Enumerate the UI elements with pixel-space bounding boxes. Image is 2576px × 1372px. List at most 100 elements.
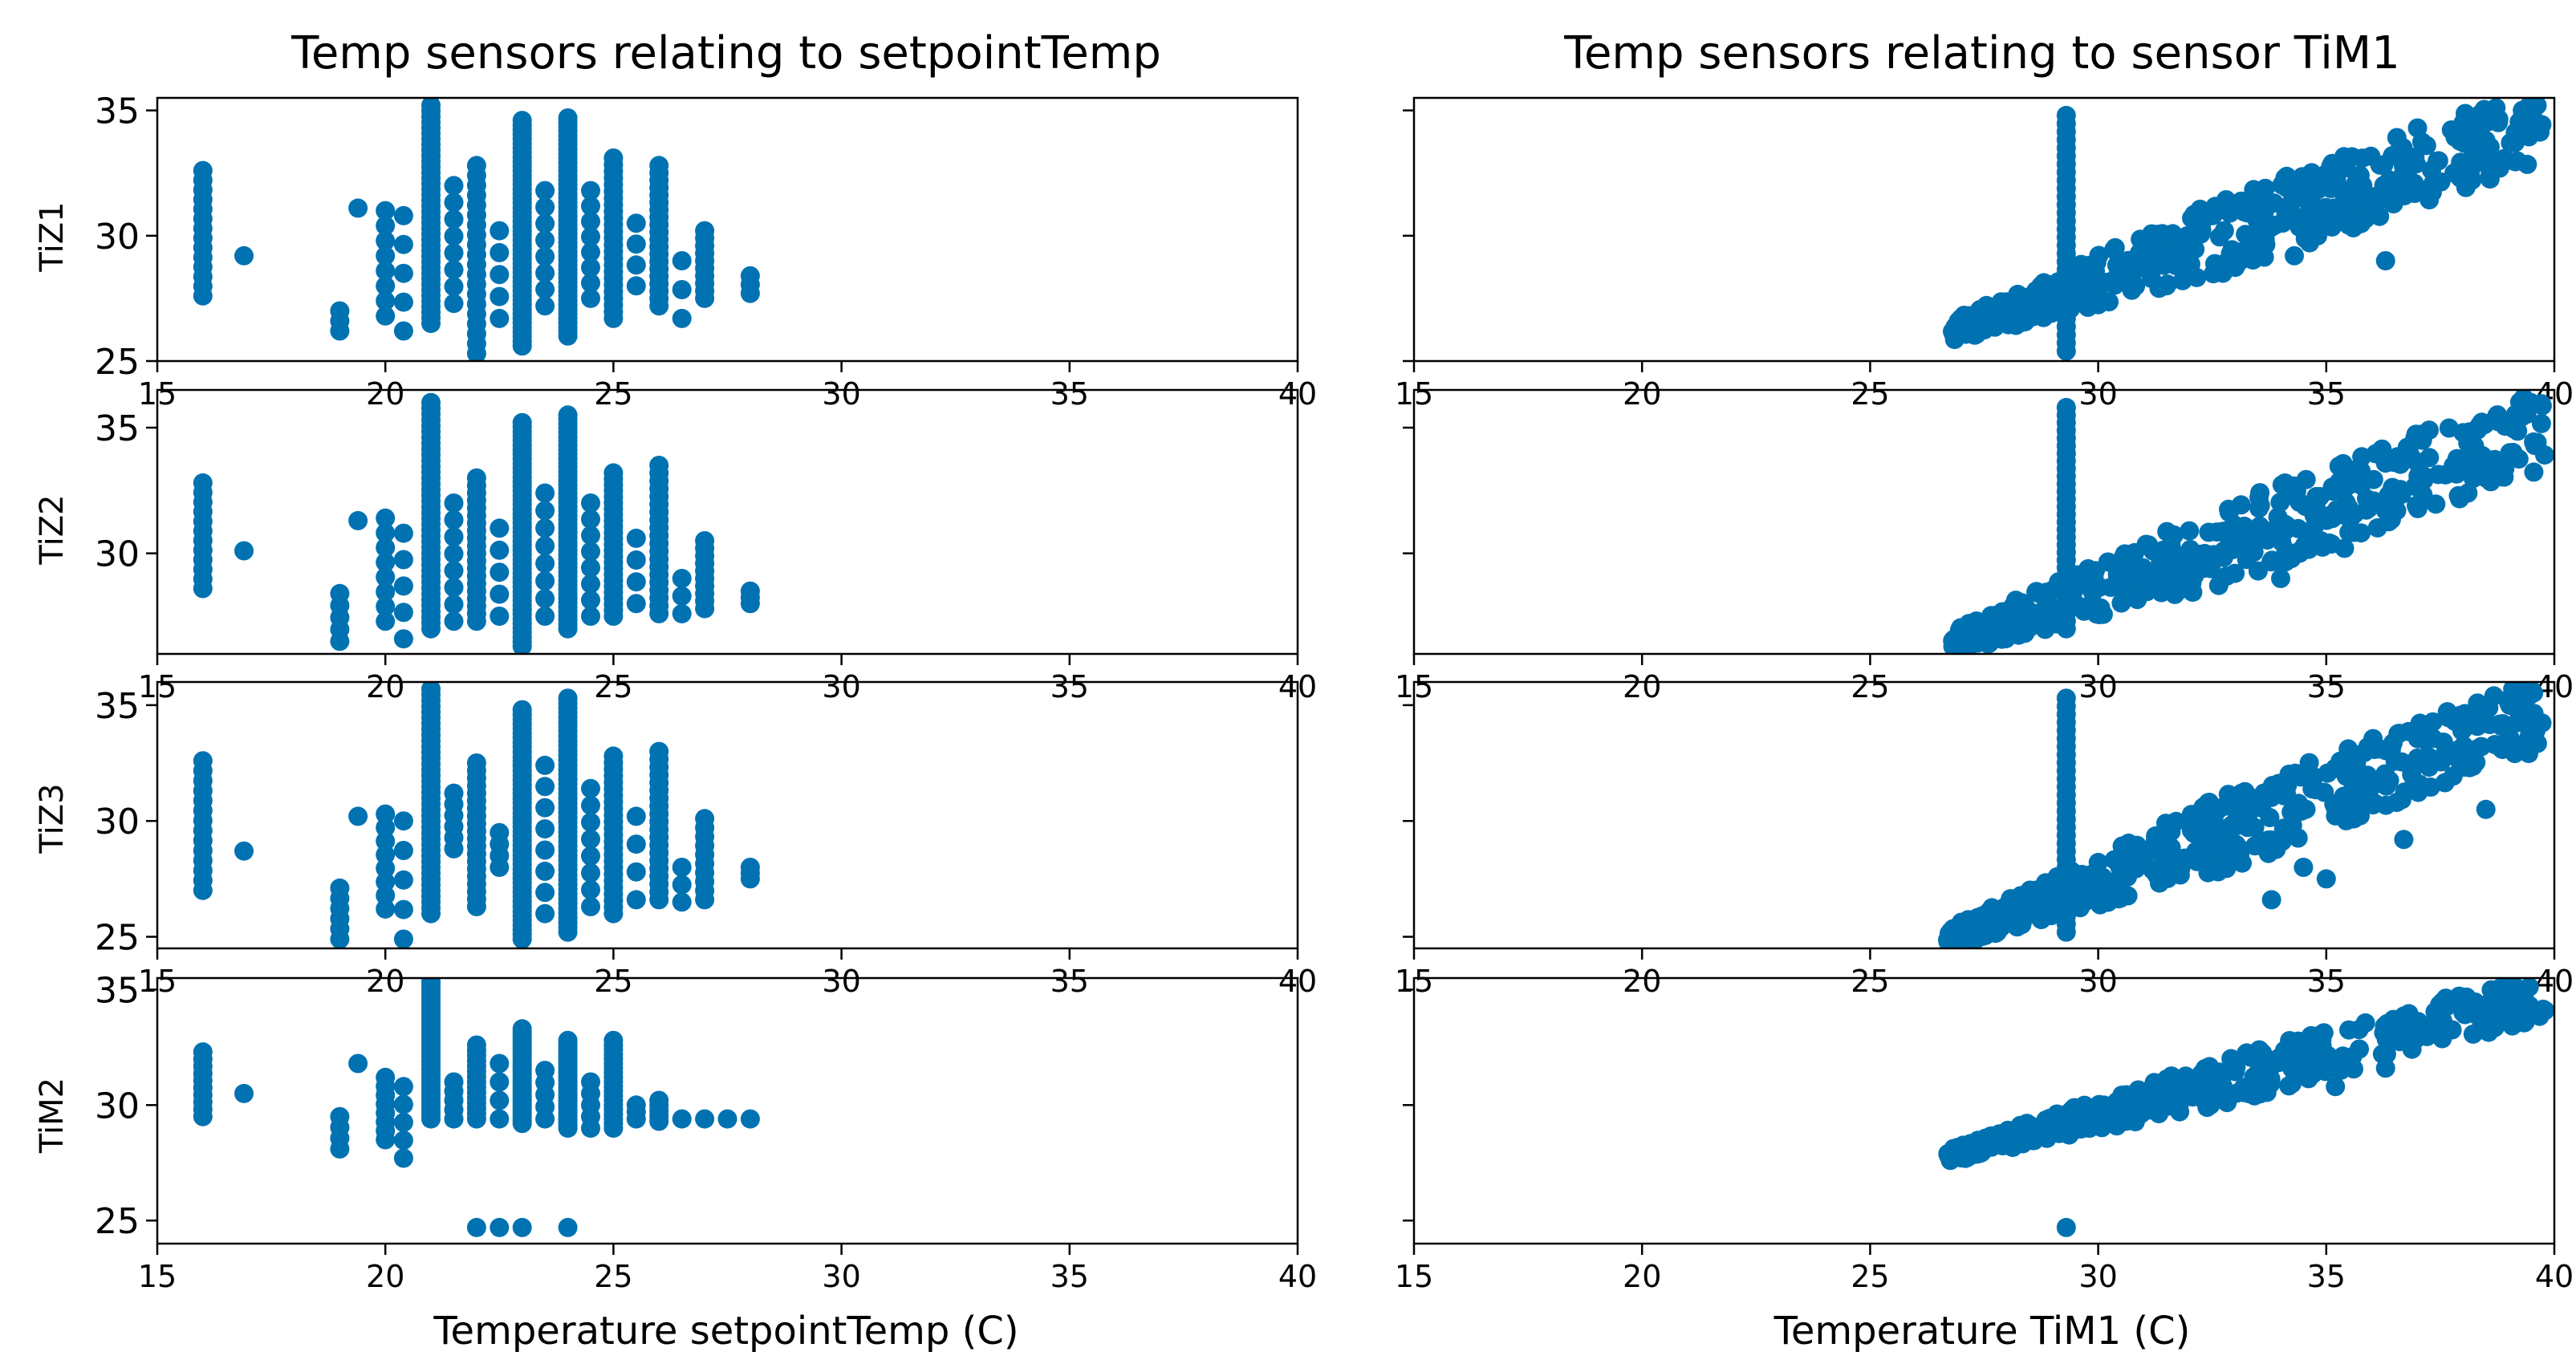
data-point [393,1077,413,1097]
data-point [490,286,510,306]
data-point [2150,566,2170,587]
data-point [2531,413,2551,433]
data-point [2513,405,2533,425]
data-point [466,1035,486,1055]
data-point [2280,204,2300,224]
data-point [2309,211,2329,231]
data-point [2244,542,2264,562]
data-point [490,607,510,626]
data-point [393,292,413,312]
data-point [581,812,600,832]
data-point [376,538,396,558]
data-point [535,777,555,797]
data-point [2377,775,2397,794]
data-point [581,795,600,815]
data-point [444,193,464,213]
data-point [2172,270,2192,290]
data-point [2250,483,2270,503]
data-point [2364,491,2383,511]
data-point [626,862,646,882]
data-point [2192,1064,2212,1084]
data-point [2383,733,2403,753]
data-point [2499,693,2519,712]
data-point [2053,897,2073,917]
data-point [2104,240,2124,260]
data-point [2176,1068,2196,1088]
data-point [376,291,396,311]
data-point [2111,593,2131,613]
data-point [393,205,413,225]
scatter-points [1938,682,2552,948]
data-point [581,1072,600,1092]
data-point [2257,530,2277,550]
data-point [2119,250,2139,270]
data-point [2363,795,2383,815]
data-point [393,234,413,254]
data-point [393,899,413,919]
data-point [393,1112,413,1132]
data-point [2232,812,2251,832]
data-point [376,804,396,824]
y-tick-label: 25 [95,918,140,959]
data-point [348,198,368,218]
data-point [2137,1094,2157,1114]
data-point [535,483,555,503]
y-tick-label: 35 [95,408,140,449]
data-point [376,216,396,236]
data-point [535,755,555,775]
data-point [626,255,646,275]
data-point [2106,1098,2126,1118]
x-tick-label: 25 [1851,376,1889,412]
data-point [717,1109,737,1129]
scatter-points [1943,390,2554,654]
data-point [330,583,350,603]
data-point [1985,923,2005,944]
data-point [2116,1085,2136,1105]
ylabel-tiz2: TiZ2 [34,494,71,565]
data-point [2255,178,2275,198]
data-point [2362,201,2382,221]
data-point [2489,109,2509,129]
data-point [1981,299,2000,319]
data-point [376,831,396,851]
data-point [2083,1114,2103,1134]
data-point [535,840,555,860]
data-point [581,880,600,899]
data-point [1978,634,1998,654]
x-tick-label: 30 [822,1259,860,1294]
data-point [581,242,600,262]
subplot-grid: 25 30 35 15 20 25 30 35 40 30 35 15 20 25 30 35 40 25 30 35… [95,91,2574,1294]
data-point [2453,1003,2473,1023]
data-point [2491,716,2511,736]
data-point [2445,128,2465,148]
data-point [581,778,600,798]
left-column-title: Temp sensors relating to setpointTemp [291,27,1161,79]
data-point [535,279,555,299]
data-point [2394,830,2414,850]
data-point [558,405,578,425]
data-point [2495,1001,2515,1020]
data-point [2141,1078,2161,1098]
data-point [672,251,692,270]
data-point [2259,1061,2279,1082]
subplot-tim1-tiz1: 15 20 25 30 35 40 [1395,96,2574,412]
data-point [2367,518,2387,538]
data-point [2385,481,2405,501]
data-point [376,859,396,879]
data-point [672,1109,692,1129]
data-point [535,819,555,839]
y-tick-label: 25 [95,342,140,383]
data-point [2375,251,2395,270]
data-point [2056,397,2076,417]
data-point [2056,1217,2076,1237]
data-point [234,1083,254,1103]
data-point [2352,148,2372,168]
data-point [2209,1062,2229,1082]
data-point [2500,443,2520,463]
data-point [2101,578,2121,597]
data-point [695,809,715,829]
data-point [2406,753,2426,773]
scatter-points [1943,98,2552,361]
data-point [512,412,532,432]
